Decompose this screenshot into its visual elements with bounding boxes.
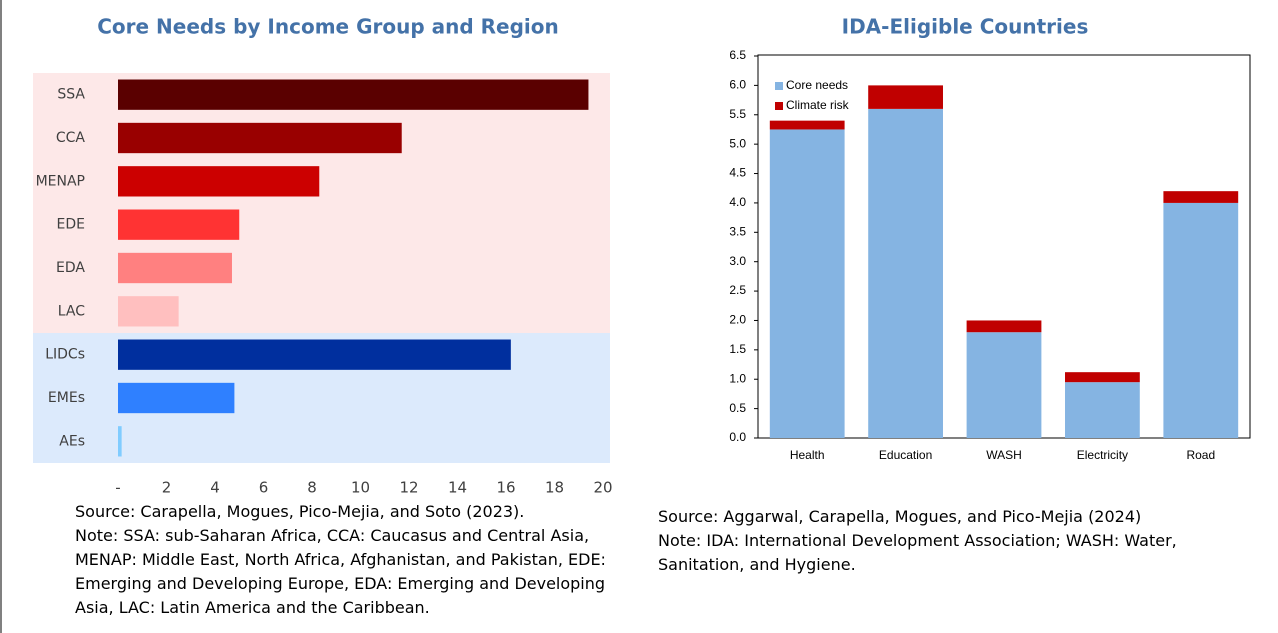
legend-label: Climate risk [786,98,850,112]
y-tick-label: EMEs [48,390,85,406]
y-tick-label: 2.5 [729,283,746,297]
bar-segment [769,120,845,130]
note: Note: SSA: sub-Saharan Africa, CCA: Cauc… [75,526,606,617]
note: Note: IDA: International Development Ass… [658,531,1177,574]
x-tick-label: - [115,479,120,497]
legend-swatch [775,82,783,90]
bar [118,426,122,457]
source-note: Source: Aggarwal, Carapella, Mogues, and… [658,505,1258,577]
bar-segment [966,332,1042,438]
bar-segment [1163,191,1239,203]
bar-segment [1065,382,1140,438]
y-tick-label: 2.0 [729,313,746,327]
y-tick-label: 6.5 [729,48,746,62]
y-tick-label: 6.0 [729,78,746,92]
bar [118,296,179,327]
y-tick-label: 5.0 [729,136,746,150]
x-tick-label: 16 [496,479,515,497]
y-tick-label: 1.0 [729,371,746,385]
y-tick-label: LAC [58,303,85,319]
x-tick-label: 20 [593,479,612,497]
x-tick-label: Road [1186,448,1215,462]
y-tick-label: MENAP [36,173,85,189]
bar [118,166,320,197]
bar [118,339,511,370]
bar-segment [1163,202,1239,438]
y-tick-label: 3.0 [729,254,746,268]
chart-title: Core Needs by Income Group and Region [97,15,558,39]
x-tick-label: Education [879,448,932,462]
source: Source: Carapella, Mogues, Pico-Mejia, a… [75,502,525,521]
x-tick-label: 8 [307,479,317,497]
y-tick-label: EDE [57,217,85,233]
y-tick-label: 4.0 [729,195,746,209]
y-tick-label: CCA [56,130,86,146]
y-tick-label: 1.5 [729,342,746,356]
y-tick-label: 0.0 [729,430,746,444]
bar-segment [868,85,943,109]
bar [118,252,232,284]
x-tick-label: 12 [399,479,418,497]
source: Source: Aggarwal, Carapella, Mogues, and… [658,507,1142,526]
x-tick-label: 2 [162,479,172,497]
legend-swatch [775,102,783,110]
region-band [33,73,610,333]
y-tick-label: LIDCs [45,347,85,363]
bar [118,79,589,110]
y-tick-label: 0.5 [729,401,746,415]
chart-title: IDA-Eligible Countries [842,15,1089,39]
x-tick-label: 10 [351,479,370,497]
y-tick-label: EDA [56,260,85,276]
y-tick-label: 5.5 [729,107,746,121]
y-tick-label: 4.5 [729,166,746,180]
bar-segment [966,320,1042,333]
x-tick-label: WASH [986,448,1022,462]
bar [118,122,402,154]
bar-segment [1065,372,1140,383]
y-tick-label: AEs [59,433,85,449]
y-tick-label: 3.5 [729,224,746,238]
bar [118,382,235,414]
bar-segment [769,129,845,438]
bar-segment [868,108,943,439]
bar [118,209,240,240]
x-tick-label: Electricity [1077,448,1128,462]
x-tick-label: Health [790,448,825,462]
legend-label: Core needs [786,78,848,92]
y-tick-label: SSA [57,87,85,103]
x-tick-label: 18 [545,479,564,497]
source-note: Source: Carapella, Mogues, Pico-Mejia, a… [75,500,635,620]
x-tick-label: 6 [259,479,269,497]
x-tick-label: 14 [448,479,467,497]
x-tick-label: 4 [210,479,220,497]
